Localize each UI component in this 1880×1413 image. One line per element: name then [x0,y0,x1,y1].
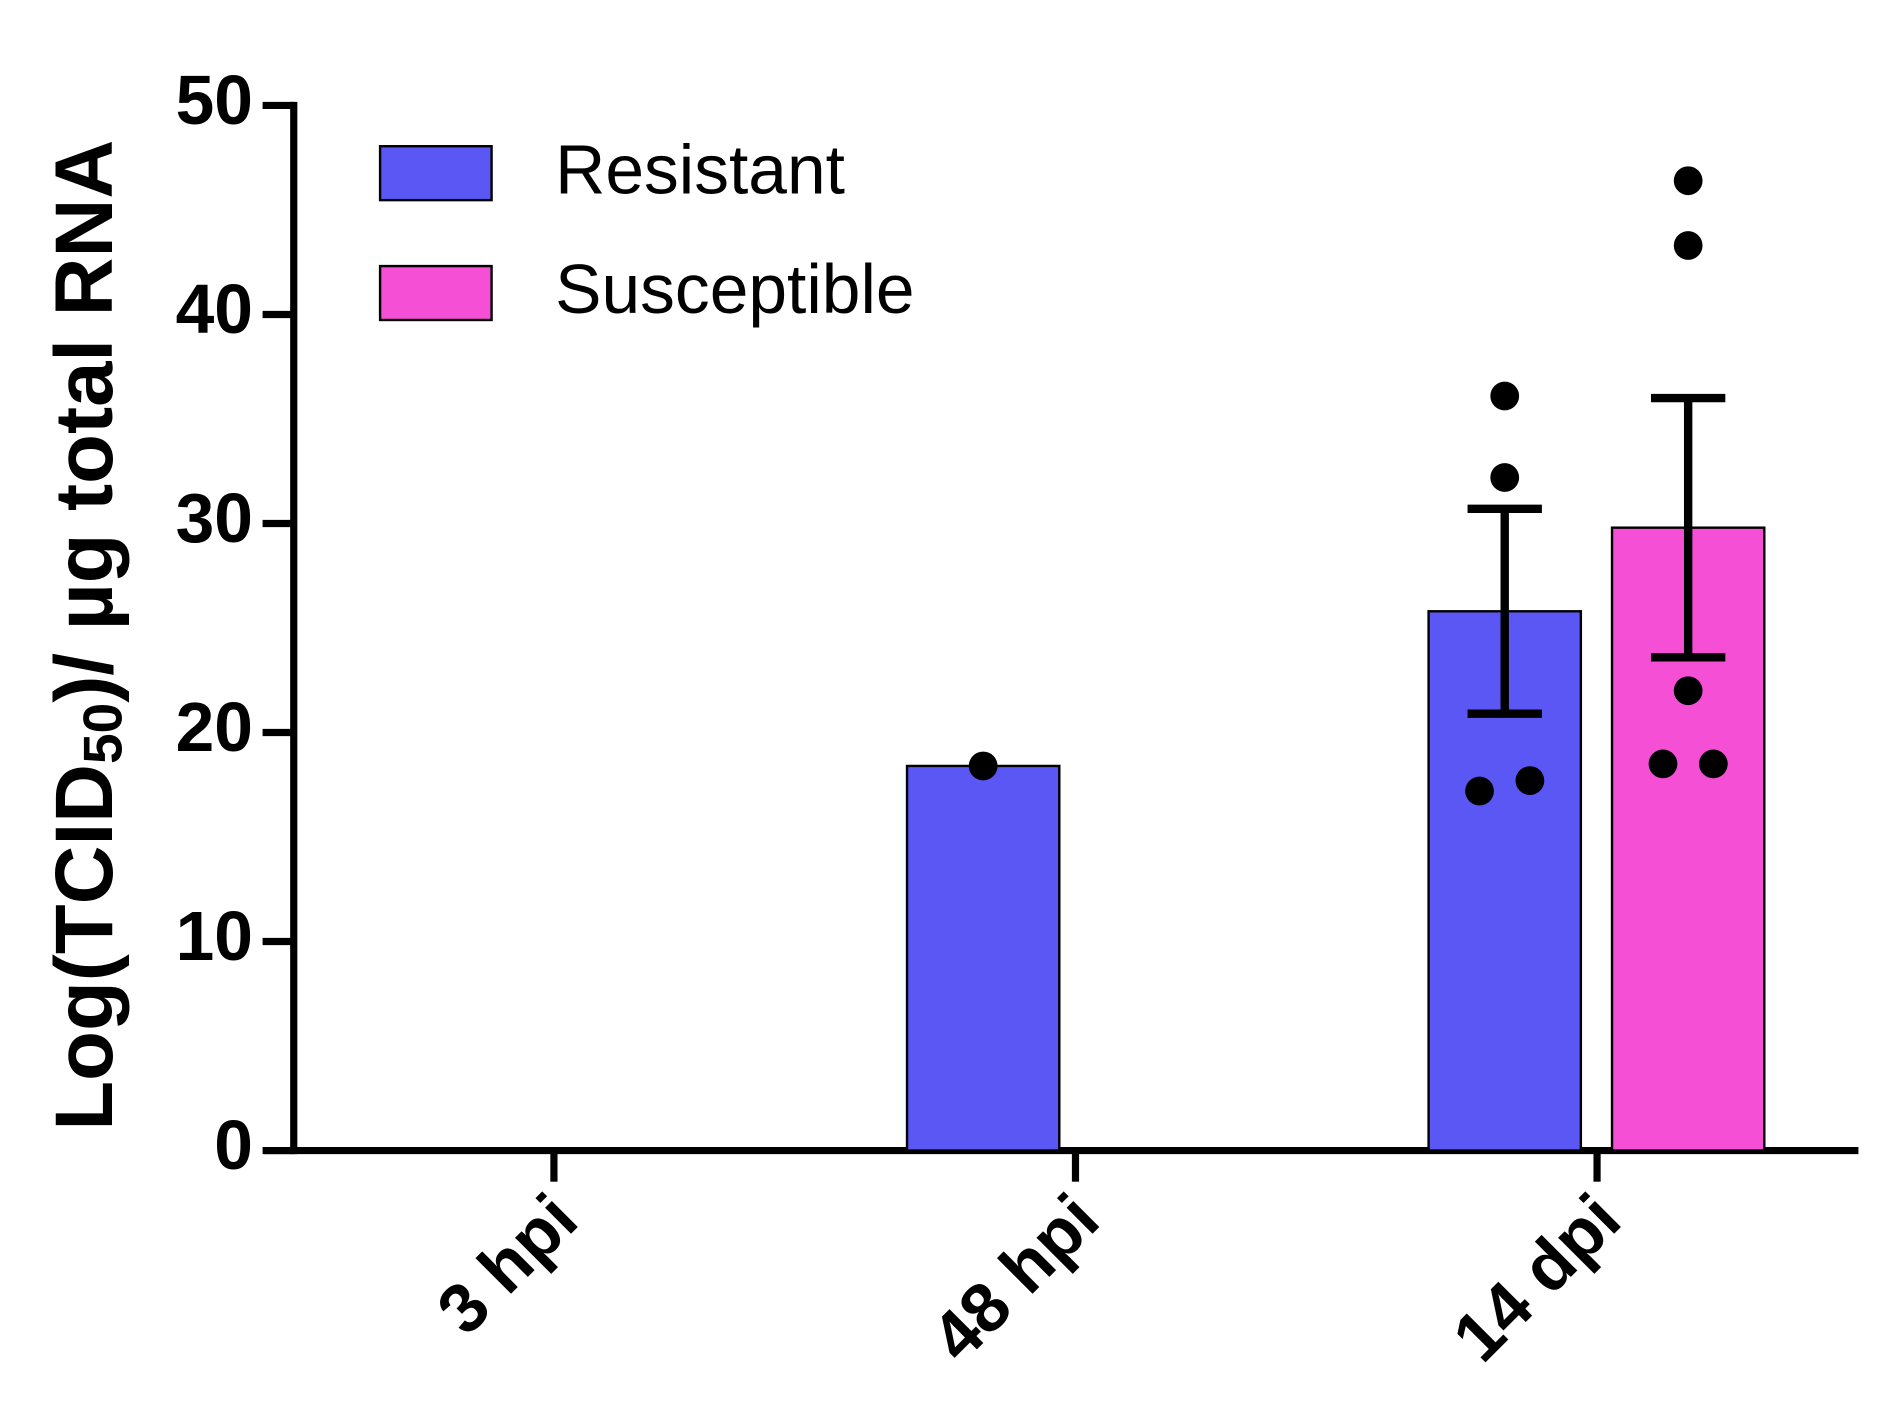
y-label-part: Log(TCID [38,764,129,1131]
x-tick-label: 14 dpi [1438,1179,1635,1376]
data-point [1698,749,1728,779]
bar [905,764,1061,1152]
x-tick-label: 3 hpi [422,1179,592,1349]
data-point [1515,766,1545,795]
y-tick-label: 0 [214,1106,253,1184]
y-tick-label: 10 [176,897,253,975]
error-bar [1467,504,1542,718]
legend-swatch [378,264,493,322]
data-point [1673,231,1703,260]
y-tick-label: 40 [176,270,253,348]
data-point [1673,676,1703,706]
data-point [1465,776,1494,806]
data-point [1490,381,1520,411]
y-label-subscript: 50 [71,703,133,764]
data-point [1648,749,1678,779]
data-point [1673,166,1703,196]
data-point [1490,463,1520,492]
y-tick-label: 20 [176,688,253,766]
x-tick-label: 48 hpi [916,1179,1113,1376]
legend-swatch [378,145,493,202]
y-axis-label: Log(TCID50)/ µg total RNA [38,140,133,1131]
y-label-part: )/ µg total RNA [38,140,129,703]
error-bar [1650,393,1726,662]
legend-label: Resistant [555,130,845,208]
y-tick-label: 30 [176,479,253,557]
data-point [968,751,998,781]
legend-label: Susceptible [555,250,914,328]
y-tick-label: 50 [176,61,253,139]
